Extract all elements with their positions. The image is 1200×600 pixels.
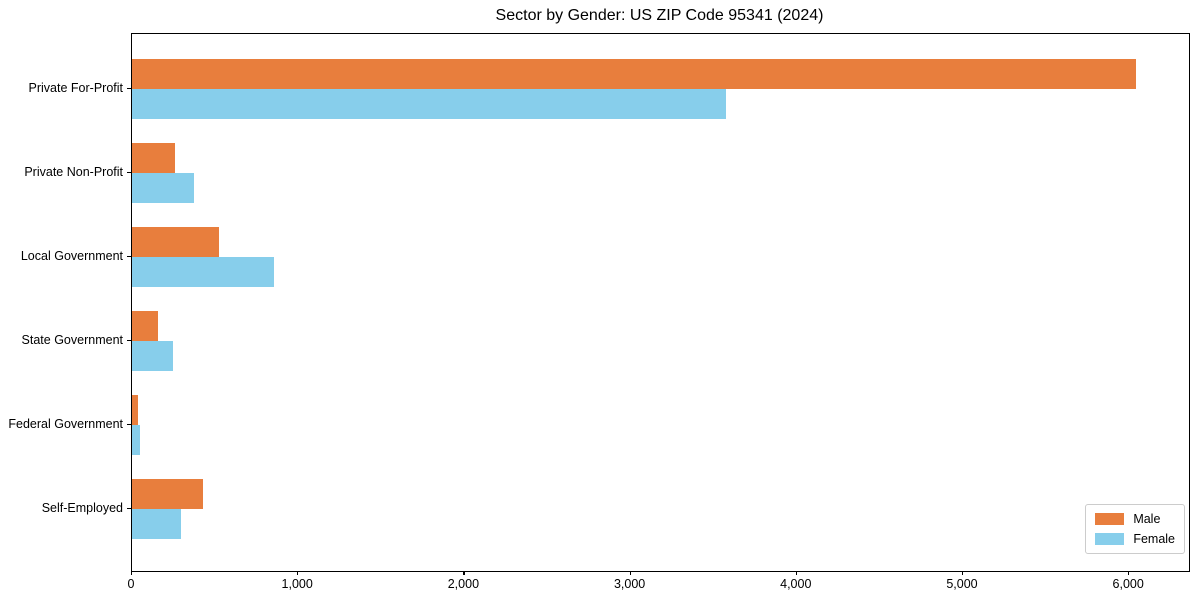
chart-title: Sector by Gender: US ZIP Code 95341 (202… <box>495 7 824 24</box>
legend-swatch-female <box>1095 533 1125 545</box>
bar-male-state-government <box>132 311 158 341</box>
legend-entry-female: Female <box>1095 532 1175 546</box>
y-tick-mark <box>127 424 132 426</box>
bar-male-federal-government <box>132 395 138 425</box>
x-tick-label: 6,000 <box>1112 577 1144 591</box>
y-tick-label: Self-Employed <box>41 501 123 515</box>
x-tick-label: 1,000 <box>281 577 313 591</box>
x-tick-label: 5,000 <box>946 577 978 591</box>
y-tick-mark <box>127 256 132 258</box>
bar-female-self-employed <box>132 509 182 539</box>
y-tick-mark <box>127 340 132 342</box>
bar-male-private-for-profit <box>132 59 1136 89</box>
bar-female-private-for-profit <box>132 89 727 119</box>
bar-male-local-government <box>132 227 220 257</box>
bar-female-private-non-profit <box>132 173 195 203</box>
x-tick-mark <box>961 571 964 575</box>
bar-female-federal-government <box>132 425 141 455</box>
x-tick-mark <box>131 571 133 575</box>
x-tick-label: 0 <box>127 577 135 591</box>
x-tick-mark <box>297 571 299 575</box>
legend-entry-male: Male <box>1095 512 1175 526</box>
legend-swatch-male <box>1095 513 1125 525</box>
legend-label-female: Female <box>1133 532 1175 546</box>
y-tick-label: Local Government <box>20 249 123 263</box>
x-tick-mark <box>795 571 797 575</box>
x-tick-mark <box>629 571 631 575</box>
legend-label-male: Male <box>1133 512 1161 526</box>
plot-area: Male Female <box>131 33 1190 572</box>
x-tick-label: 4,000 <box>780 577 812 591</box>
x-tick-label: 3,000 <box>613 577 646 591</box>
y-tick-mark <box>127 88 132 90</box>
bar-male-private-non-profit <box>132 143 176 173</box>
y-tick-mark <box>127 508 132 510</box>
bar-female-state-government <box>132 341 173 371</box>
bar-male-self-employed <box>132 479 204 509</box>
y-tick-label: Federal Government <box>8 417 123 431</box>
x-tick-mark <box>1128 571 1130 575</box>
bar-female-local-government <box>132 257 275 287</box>
y-tick-label: State Government <box>21 333 123 347</box>
x-tick-mark <box>463 571 465 575</box>
y-tick-label: Private Non-Profit <box>24 165 123 179</box>
legend: Male Female <box>1085 504 1185 554</box>
x-tick-label: 2,000 <box>447 577 480 591</box>
y-tick-label: Private For-Profit <box>28 81 123 95</box>
y-tick-mark <box>127 172 132 174</box>
